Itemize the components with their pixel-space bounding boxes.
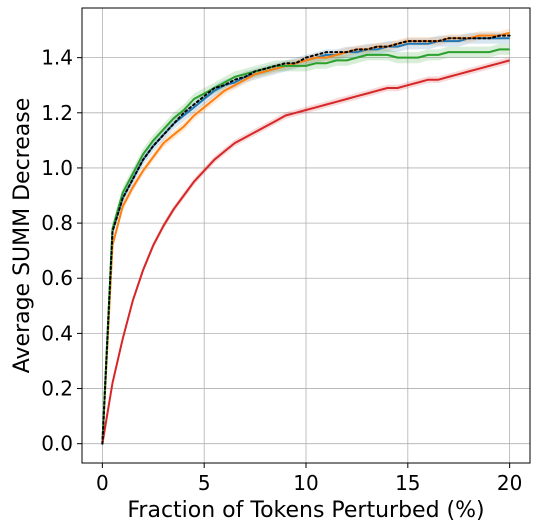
y-tick-label: 0.4 — [41, 321, 73, 345]
series-1-line — [101, 31, 510, 444]
x-axis-label: Fraction of Tokens Perturbed (%) — [127, 498, 484, 523]
y-axis-label: Average SUMM Decrease — [10, 98, 35, 374]
x-tick-label: 20 — [497, 471, 522, 495]
y-tick-label: 1.2 — [41, 101, 73, 125]
x-tick-label: 15 — [395, 471, 420, 495]
series-4-line — [101, 34, 511, 445]
x-tick-label: 10 — [293, 471, 318, 495]
y-tick-label: 0.6 — [41, 266, 73, 290]
x-tick-label: 5 — [198, 471, 211, 495]
series-lines — [101, 31, 511, 445]
x-tick-label: 0 — [96, 471, 109, 495]
y-tick-label: 1.4 — [41, 46, 73, 70]
y-tick-label: 0.8 — [41, 211, 73, 235]
y-axis-ticks: 0.0 0.2 0.4 0.6 0.8 1.0 1.2 1.4 — [41, 46, 82, 456]
y-tick-label: 1.0 — [41, 156, 73, 180]
series-2-line — [101, 48, 510, 444]
x-axis-ticks: 0 5 10 15 20 — [96, 463, 522, 495]
y-tick-label: 0.2 — [41, 377, 73, 401]
series-3-line — [101, 59, 510, 444]
y-tick-label: 0.0 — [41, 432, 73, 456]
